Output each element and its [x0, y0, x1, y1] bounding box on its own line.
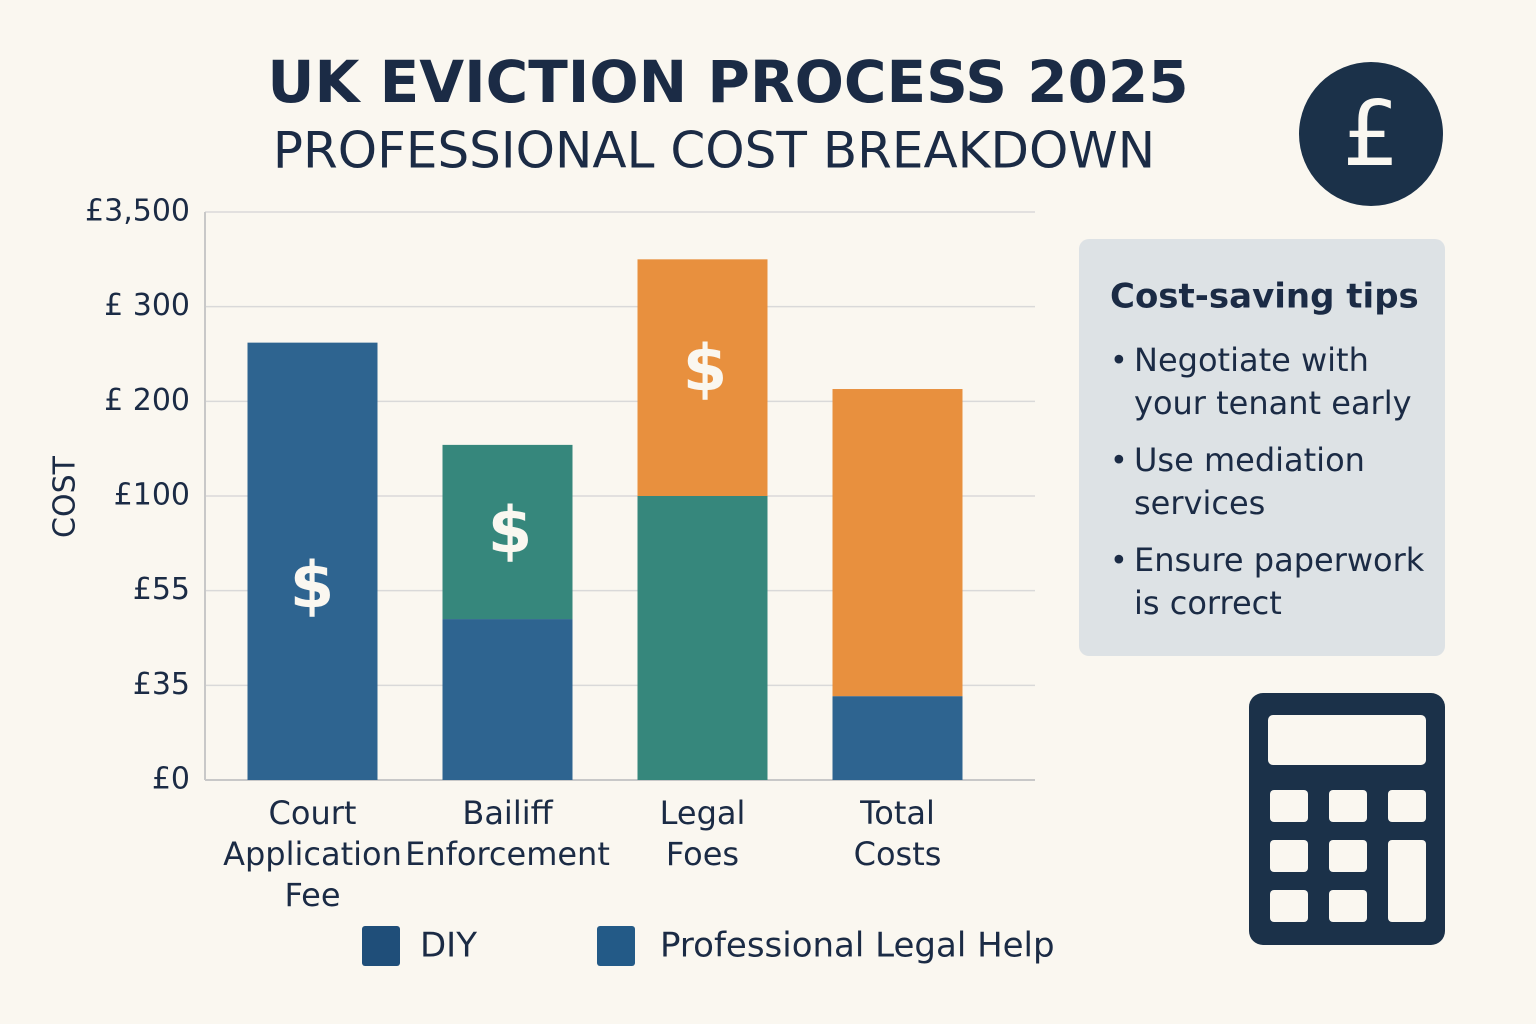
bar-segment — [442, 444, 573, 620]
legend-swatch — [597, 926, 635, 966]
tip-item: Negotiate with your tenant early — [1134, 341, 1412, 422]
bar-icon: $ — [683, 333, 728, 407]
y-axis-label: COST — [48, 455, 83, 538]
tip-item: Ensure paperwork is correct — [1134, 541, 1425, 622]
y-tick-label: £100 — [114, 478, 190, 513]
y-tick-label: £ 300 — [104, 288, 190, 323]
y-tick-label: £3,500 — [85, 194, 190, 229]
badge-symbol: £ — [1342, 82, 1399, 187]
tip-bullet: • — [1110, 544, 1128, 579]
calculator-icon — [1249, 693, 1445, 945]
bar-segment — [247, 342, 378, 780]
bar-segment — [832, 389, 963, 697]
pound-badge — [1299, 62, 1443, 206]
bar-icon: $ — [488, 495, 533, 569]
y-tick-label: £0 — [152, 762, 190, 797]
tips-panel — [1079, 239, 1445, 656]
tip-bullet: • — [1110, 344, 1128, 379]
bar-segment — [637, 496, 768, 780]
legend-swatch — [362, 926, 400, 966]
bar-segment — [637, 259, 768, 496]
tip-item: Use mediation services — [1134, 441, 1365, 522]
chart-title: UK EVICTION PROCESS 2025 — [267, 48, 1188, 116]
tips-title: Cost-saving tips — [1110, 277, 1419, 317]
x-tick-label: Bailiff Enforcement — [405, 794, 610, 873]
y-tick-label: £ 200 — [104, 383, 190, 418]
tip-bullet: • — [1110, 444, 1128, 479]
bar-icon: $ — [290, 550, 335, 624]
x-tick-label: Legal Foes — [660, 794, 746, 873]
bar-segment — [442, 619, 573, 780]
bar-segment — [832, 696, 963, 780]
y-tick-label: £35 — [133, 667, 190, 702]
y-tick-label: £55 — [133, 572, 190, 607]
legend-label: DIY — [420, 926, 477, 966]
x-tick-label: Court Application Fee — [223, 794, 402, 914]
chart-subtitle: PROFESSIONAL COST BREAKDOWN — [273, 122, 1155, 180]
legend-label: Professional Legal Help — [660, 926, 1055, 966]
x-tick-label: Total Costs — [854, 794, 942, 873]
